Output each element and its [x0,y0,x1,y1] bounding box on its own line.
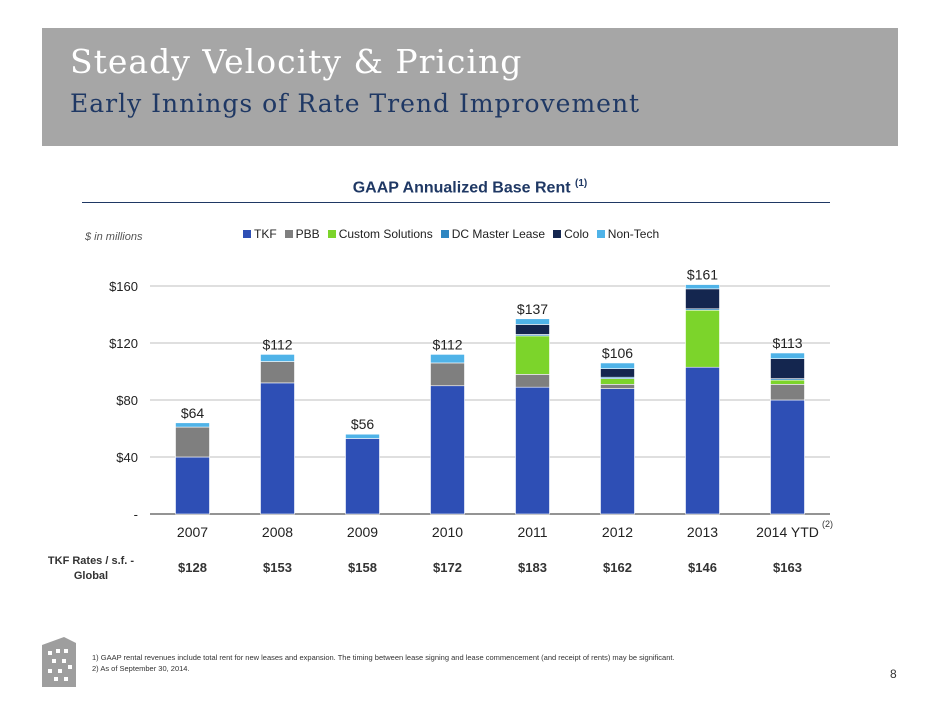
company-logo-icon [42,637,76,687]
bar-segment-non-tech [515,318,550,325]
rate-value: $172 [433,560,462,575]
legend-label: Colo [564,227,589,241]
bar-segment-custom-solutions [600,378,635,385]
rate-value: $146 [688,560,717,575]
page-number: 8 [890,667,897,681]
bar-segment-non-tech [260,354,295,362]
y-tick-label: $120 [109,336,138,351]
bar-segment-non-tech [175,422,210,428]
footnote-1: 1) GAAP rental revenues include total re… [92,653,675,662]
bar-segment-non-tech [770,352,805,359]
units-label: $ in millions [85,231,143,243]
bar-segment-tkf [260,382,295,515]
bar-segment-tkf [770,399,805,515]
y-tick-label: - [134,507,138,522]
footnote-2: 2) As of September 30, 2014. [92,664,190,673]
bar-segment-custom-solutions [515,335,550,375]
page-subtitle: Early Innings of Rate Trend Improvement [70,89,641,118]
bar-segment-tkf [430,385,465,515]
bar-segment-pbb [260,361,295,384]
legend-item: Colo [553,227,589,241]
legend-label: PBB [295,227,320,241]
legend-swatch [553,230,562,238]
bar-segment-non-tech [430,354,465,364]
legend-swatch [243,230,251,238]
bar-segment-tkf [515,386,550,515]
footnotes: 1) GAAP rental revenues include total re… [92,652,675,674]
bar-segment-colo [515,324,550,335]
total-label: $64 [181,405,205,421]
chart-title-rule [82,202,830,203]
total-label: $161 [687,267,718,283]
x-tick-label: 2011 [517,524,547,540]
bar-segment-pbb [430,362,465,387]
bar-segment-pbb [175,426,210,458]
bar-segment-pbb [770,384,805,401]
bar-segment-custom-solutions [770,379,805,385]
legend-item: Non-Tech [596,227,660,241]
bar-segment-non-tech [345,433,380,439]
total-label: $112 [262,336,292,352]
x-tick-label: 2009 [347,524,378,540]
page-title: Steady Velocity & Pricing [70,42,523,81]
x-tick-label: 2010 [432,524,463,540]
legend-swatch [327,230,336,238]
legend-label: DC Master Lease [451,227,546,241]
y-tick-label: $160 [109,279,138,294]
total-label: $56 [351,416,375,432]
y-tick-label: $80 [116,393,138,408]
bar-segment-colo [600,368,635,378]
rate-value: $162 [603,560,632,575]
rates-label: TKF Rates / s.f. - Global [47,555,135,582]
y-tick-label: $40 [116,450,138,465]
chart-title: GAAP Annualized Base Rent (1) [0,178,940,197]
bar-segment-tkf [175,456,210,515]
bar-segment-pbb [600,384,635,389]
rate-value: $128 [178,560,207,575]
bar-segment-non-tech [600,362,635,369]
x-tick-label: 2014 YTD [756,524,819,540]
legend-label: Custom Solutions [338,227,433,241]
chart-legend: TKF PBB Custom Solutions DC Master Lease… [243,227,659,241]
total-label: $112 [432,336,462,352]
total-label: $113 [772,335,802,351]
title-banner [42,28,898,146]
legend-item: PBB [284,227,320,241]
legend-label: TKF [254,227,277,241]
legend-swatch [440,230,449,238]
bar-segment-tkf [600,388,635,515]
legend-item: DC Master Lease [440,227,546,241]
x-tick-label: 2008 [262,524,293,540]
rate-value: $163 [773,560,802,575]
chart-title-text: GAAP Annualized Base Rent [352,179,571,197]
bar-segment-custom-solutions [685,309,720,368]
rate-value: $183 [518,560,547,575]
x-tick-label: 2012 [602,524,633,540]
legend-swatch [596,230,605,238]
legend-swatch [284,230,293,238]
x-tick-label: 2007 [177,524,208,540]
bar-segment-colo [685,288,720,310]
legend-item: Custom Solutions [327,227,433,241]
bar-segment-colo [770,358,805,379]
ytd-footnote-ref: (2) [822,519,833,529]
legend-label: Non-Tech [607,227,660,241]
rate-value: $158 [348,560,377,575]
chart-title-note: (1) [575,178,588,189]
bar-segment-pbb [515,374,550,388]
x-tick-label: 2013 [687,524,718,540]
rate-value: $153 [263,560,292,575]
bar-segment-tkf [345,438,380,515]
bar-segment-tkf [685,366,720,515]
bar-segment-non-tech [685,284,720,290]
total-label: $137 [517,301,548,317]
total-label: $106 [602,345,633,361]
legend-item: TKF [243,227,277,241]
